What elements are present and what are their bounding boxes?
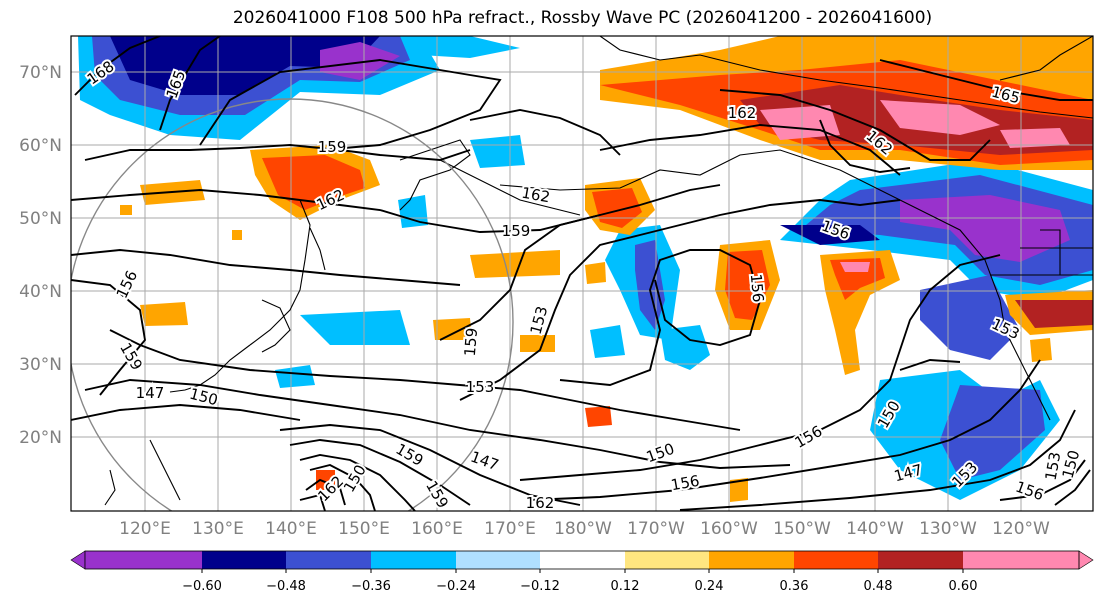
colorbar-swatch (794, 551, 878, 569)
longitude-labels: 120°E 130°E 140°E 150°E 160°E 170°E 180°… (119, 519, 1050, 539)
colorbar-swatch (202, 551, 286, 569)
positive-anomaly-fields (120, 36, 1093, 502)
lat-label-20N: 20°N (19, 428, 62, 448)
lon-label-130E: 130°E (192, 519, 244, 539)
colorbar-tick-label: 0.12 (611, 579, 640, 594)
colorbar-swatch (286, 551, 371, 569)
colorbar-tick-label: 0.36 (780, 579, 809, 594)
lon-label-150E: 150°E (338, 519, 390, 539)
colorbar-swatch (371, 551, 456, 569)
contour-label: 147 (136, 384, 165, 402)
colorbar-tick-label: 0.24 (695, 579, 724, 594)
colorbar-swatch (625, 551, 709, 569)
colorbar-outline (84, 550, 1080, 570)
colorbar-swatch (878, 551, 963, 569)
contour-label: 159 (502, 222, 531, 240)
lon-label-140W: 140°W (846, 519, 904, 539)
lon-label-170W: 170°W (627, 519, 685, 539)
lon-label-140E: 140°E (265, 519, 317, 539)
colorbar-tick-label: −0.12 (520, 579, 560, 594)
contour-label: 159 (318, 138, 347, 156)
lat-label-50N: 50°N (19, 209, 62, 229)
coastlines (104, 36, 1093, 506)
contour-label: 162 (526, 494, 555, 512)
lat-label-30N: 30°N (19, 355, 62, 375)
lat-label-60N: 60°N (19, 136, 62, 156)
colorbar-tick-label: 0.48 (864, 579, 893, 594)
colorbar-extend-low (70, 550, 86, 570)
map-title: 2026041000 F108 500 hPa refract., Rossby… (232, 8, 933, 28)
map-panel (71, 36, 1093, 511)
contour-label: 153 (466, 378, 495, 396)
contour-label: 159 (461, 327, 481, 357)
latitude-labels: 70°N 60°N 50°N 40°N 30°N 20°N (19, 63, 62, 448)
colorbar: −0.60 −0.48 −0.36 −0.24 −0.12 0.12 0.24 … (70, 550, 1094, 594)
lon-label-120E: 120°E (119, 519, 171, 539)
colorbar-tick-label: −0.36 (351, 579, 391, 594)
rossby-circle (71, 98, 514, 511)
negative-anomaly-fields (78, 36, 1093, 500)
contour-label: 162 (520, 184, 551, 207)
lon-label-150W: 150°W (773, 519, 831, 539)
lat-label-70N: 70°N (19, 63, 62, 83)
colorbar-swatch (963, 551, 1079, 569)
colorbar-swatch (709, 551, 794, 569)
map-frame (70, 35, 1094, 512)
contour-label: 162 (728, 104, 757, 122)
contour-lines (71, 36, 1093, 511)
lon-label-160E: 160°E (411, 519, 463, 539)
lon-label-130W: 130°W (919, 519, 977, 539)
lat-label-40N: 40°N (19, 282, 62, 302)
colorbar-swatch (540, 551, 625, 569)
lon-label-120W: 120°W (992, 519, 1050, 539)
colorbar-extend-high (1078, 550, 1094, 570)
contour-label: 156 (747, 273, 767, 303)
graticule (71, 36, 1093, 511)
colorbar-tick-label: −0.48 (266, 579, 306, 594)
colorbar-swatch (456, 551, 540, 569)
lon-label-170E: 170°E (484, 519, 536, 539)
colorbar-tick-label: −0.60 (182, 579, 222, 594)
colorbar-tick-label: −0.24 (436, 579, 476, 594)
lon-label-160W: 160°W (700, 519, 758, 539)
colorbar-swatch (85, 551, 202, 569)
colorbar-tick-label: 0.60 (949, 579, 978, 594)
lon-label-180W: 180°W (554, 519, 612, 539)
